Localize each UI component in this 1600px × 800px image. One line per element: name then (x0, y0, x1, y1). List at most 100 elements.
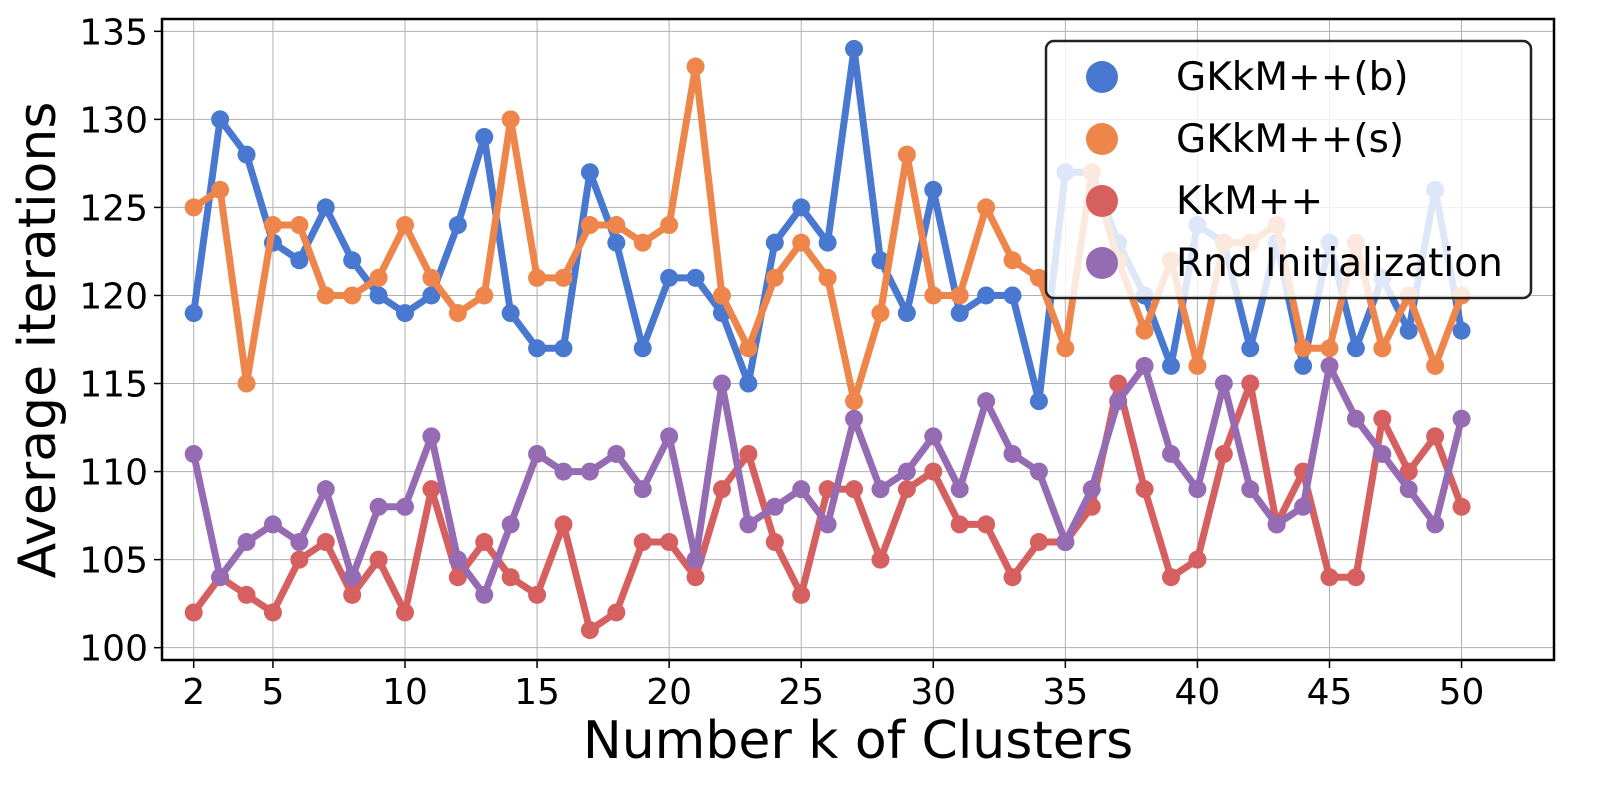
data-point (1214, 444, 1233, 463)
data-point (554, 515, 573, 534)
data-point (475, 127, 494, 146)
data-point (1346, 568, 1365, 587)
data-point (1003, 444, 1022, 463)
data-point (897, 304, 916, 323)
data-point (660, 216, 679, 235)
legend: GKkM++(b) GKkM++(s) KkM++ Rnd Initializatio… (1044, 39, 1533, 300)
data-point (845, 480, 864, 499)
legend-marker (1086, 247, 1118, 279)
data-point (316, 286, 335, 305)
data-point (792, 198, 811, 217)
data-point (237, 374, 256, 393)
data-point (924, 427, 943, 446)
data-point (1056, 339, 1075, 358)
data-point (448, 550, 467, 569)
data-point (845, 409, 864, 428)
data-point (1214, 374, 1233, 393)
data-point (792, 480, 811, 499)
data-point (686, 568, 705, 587)
data-point (369, 550, 388, 569)
data-point (184, 198, 203, 217)
data-point (1003, 251, 1022, 270)
data-point (422, 268, 441, 287)
data-point (1346, 409, 1365, 428)
data-point (396, 603, 415, 622)
data-point (712, 374, 731, 393)
data-point (1399, 480, 1418, 499)
data-point (1003, 568, 1022, 587)
data-point (1188, 550, 1207, 569)
data-point (1056, 533, 1075, 552)
data-point (580, 163, 599, 182)
data-point (237, 533, 256, 552)
data-point (1452, 497, 1471, 516)
data-point (1162, 568, 1181, 587)
plot-frame (160, 17, 1556, 662)
data-point (1029, 462, 1048, 481)
legend-label: KkM++ (1176, 179, 1323, 224)
data-point (765, 268, 784, 287)
legend-marker (1086, 185, 1118, 217)
data-point (1426, 427, 1445, 446)
legend-items: GKkM++(b) GKkM++(s) KkM++ Rnd Initializatio… (1086, 55, 1503, 286)
data-point (1188, 356, 1207, 375)
data-point (897, 145, 916, 164)
data-point (475, 533, 494, 552)
data-point (950, 480, 969, 499)
data-point (580, 216, 599, 235)
data-point (1346, 339, 1365, 358)
data-point (660, 268, 679, 287)
data-point (1373, 339, 1392, 358)
data-point (686, 550, 705, 569)
legend-box (1044, 39, 1533, 300)
data-point (1399, 462, 1418, 481)
data-point (977, 515, 996, 534)
data-point (1135, 480, 1154, 499)
x-tick-label: 5 (261, 672, 284, 713)
x-tick-label: 45 (1307, 672, 1353, 713)
data-point (1109, 374, 1128, 393)
data-point (263, 515, 282, 534)
data-point (184, 603, 203, 622)
data-point (924, 180, 943, 199)
data-point (818, 233, 837, 252)
data-point (501, 304, 520, 323)
data-point (422, 480, 441, 499)
data-point (607, 444, 626, 463)
y-tick-label: 115 (79, 365, 148, 406)
data-point (1294, 339, 1313, 358)
data-point (660, 427, 679, 446)
x-tick-label: 15 (514, 672, 560, 713)
data-point (792, 585, 811, 604)
data-point (1426, 356, 1445, 375)
data-point (607, 603, 626, 622)
data-point (1082, 480, 1101, 499)
x-tick-label: 30 (910, 672, 956, 713)
data-point (977, 392, 996, 411)
data-point (1135, 356, 1154, 375)
data-point (237, 145, 256, 164)
data-point (1452, 409, 1471, 428)
data-point (1452, 321, 1471, 340)
data-point (528, 339, 547, 358)
data-point (607, 216, 626, 235)
data-point (1399, 321, 1418, 340)
data-point (924, 462, 943, 481)
data-point (211, 568, 230, 587)
data-point (528, 268, 547, 287)
data-point (1320, 568, 1339, 587)
data-point (633, 480, 652, 499)
data-point (633, 533, 652, 552)
data-point (501, 515, 520, 534)
legend-marker (1086, 123, 1118, 155)
data-point (686, 57, 705, 76)
data-point (211, 110, 230, 129)
data-point (343, 251, 362, 270)
data-point (765, 497, 784, 516)
data-point (686, 268, 705, 287)
y-tick-label: 120 (79, 276, 148, 317)
data-point (1188, 480, 1207, 499)
data-point (1320, 339, 1339, 358)
data-point (369, 268, 388, 287)
